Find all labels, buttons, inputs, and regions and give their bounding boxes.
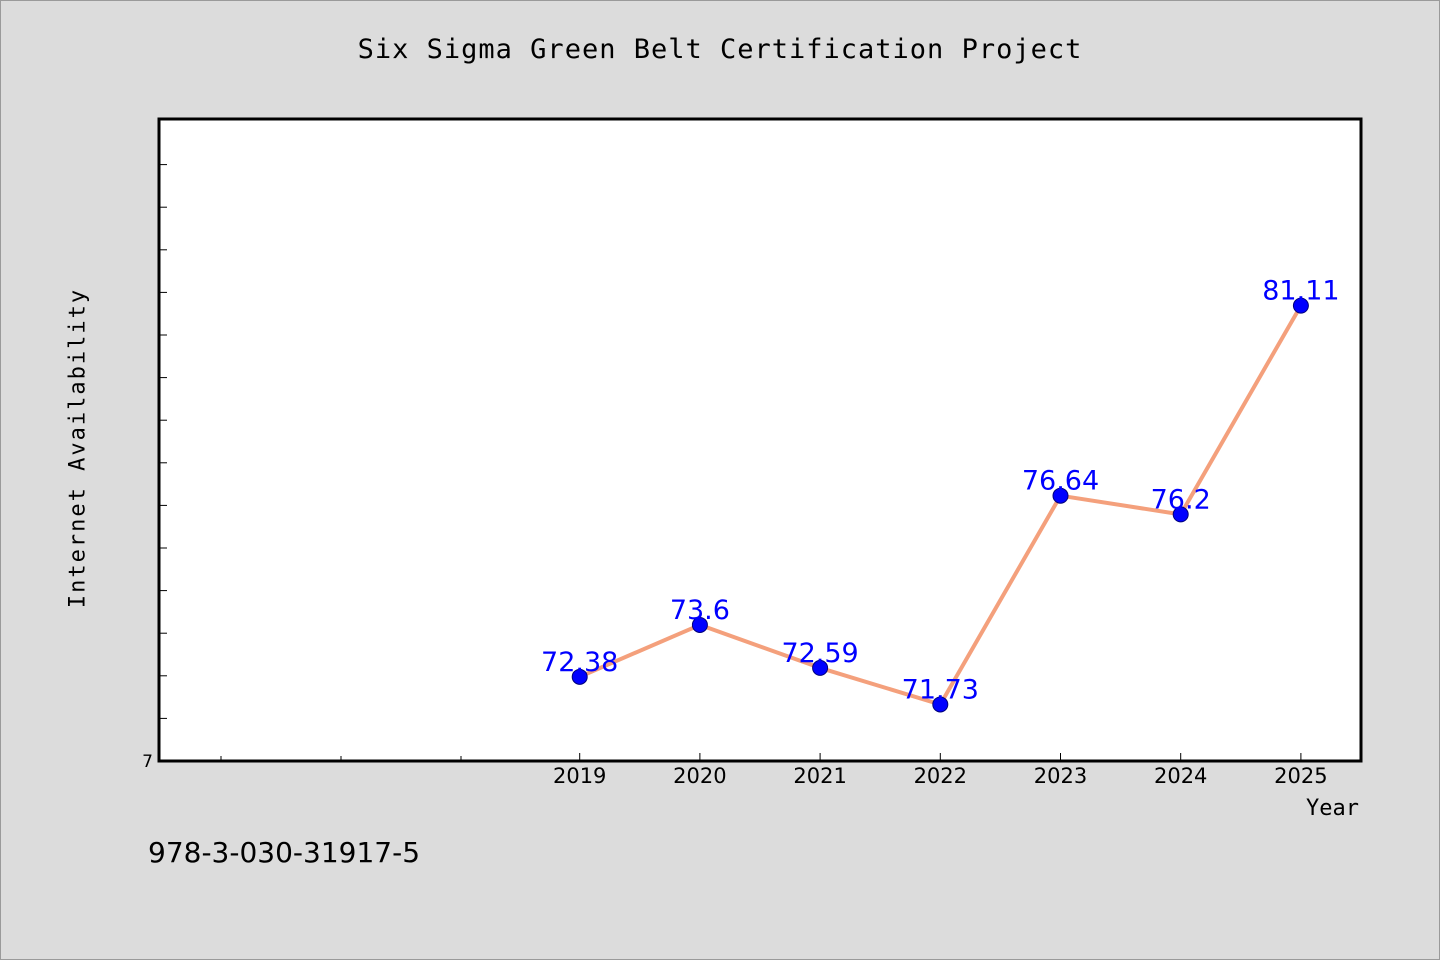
x-tick-label: 2023 bbox=[1034, 764, 1087, 788]
data-labels: 72.38 73.6 72.59 71.73 76.64 76.2 81.11 bbox=[541, 276, 1339, 706]
data-point bbox=[571, 668, 588, 685]
chart-title: Six Sigma Green Belt Certification Proje… bbox=[357, 34, 1083, 65]
x-tick-labels: 2019 2020 2021 2022 2023 2024 2025 bbox=[553, 764, 1328, 788]
x-tick-label: 2025 bbox=[1274, 764, 1327, 788]
data-label: 72.38 bbox=[541, 647, 618, 678]
axis-ticks bbox=[159, 164, 1302, 761]
data-label: 81.11 bbox=[1262, 276, 1339, 307]
series-markers bbox=[571, 297, 1309, 713]
data-label: 76.64 bbox=[1022, 466, 1099, 497]
data-label: 71.73 bbox=[902, 674, 979, 705]
x-tick-label: 2022 bbox=[914, 764, 967, 788]
data-point bbox=[1052, 487, 1069, 504]
data-point bbox=[691, 616, 708, 633]
plot-area bbox=[157, 117, 1363, 763]
data-point bbox=[812, 659, 829, 676]
x-tick-label: 2024 bbox=[1154, 764, 1207, 788]
x-tick-label: 2021 bbox=[793, 764, 846, 788]
y-tick-labels: 7 bbox=[142, 752, 153, 772]
data-point bbox=[1172, 506, 1189, 523]
data-label: 76.2 bbox=[1151, 484, 1211, 515]
data-point bbox=[1292, 297, 1309, 314]
x-axis-label: Year bbox=[1306, 796, 1359, 821]
isbn-footer: 978-3-030-31917-5 bbox=[148, 836, 421, 869]
data-label: 73.6 bbox=[670, 595, 730, 626]
data-point bbox=[932, 696, 949, 713]
data-label: 72.59 bbox=[781, 638, 858, 669]
x-tick-label: 2020 bbox=[673, 764, 726, 788]
x-tick-label: 2019 bbox=[553, 764, 606, 788]
y-tick-label: 7 bbox=[142, 752, 153, 772]
